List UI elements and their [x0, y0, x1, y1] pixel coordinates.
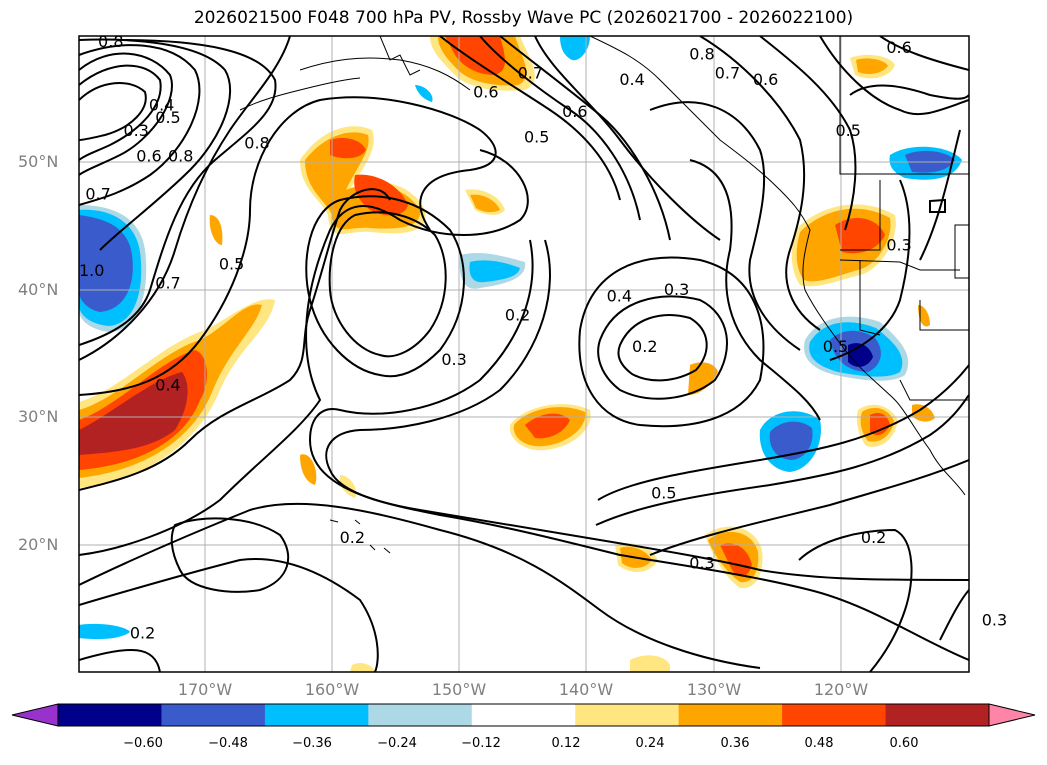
contour-label: 0.5: [219, 254, 244, 273]
colorbar-segment: [782, 704, 887, 726]
contour-label: 0.6: [473, 83, 498, 102]
contour-label: 0.2: [130, 623, 155, 642]
coastlines: [239, 36, 969, 554]
colorbar-frame: [57, 703, 990, 727]
colorbar-segment: [368, 704, 473, 726]
contour-label: 0.7: [715, 64, 740, 83]
contour-label: 0.8: [98, 32, 123, 51]
colorbar-tick: 0.36: [720, 736, 750, 751]
colorbar-tick: −0.60: [123, 736, 163, 751]
colorbar-tick: −0.12: [461, 736, 501, 751]
anomaly-negative-west: [79, 205, 147, 332]
lon-label-120w: 120°W: [813, 680, 869, 699]
contour-label: 0.5: [155, 108, 180, 127]
map-title: 2026021500 F048 700 hPa PV, Rossby Wave …: [193, 8, 854, 28]
contour-label: 0.4: [149, 95, 174, 114]
contour-label: 0.7: [85, 185, 110, 204]
colorbar: [11, 703, 1036, 727]
contour-label: 0.6: [753, 70, 778, 89]
lon-label-130w: 130°W: [686, 680, 742, 699]
lon-label-140w: 140°W: [558, 680, 614, 699]
contour-label: 0.3: [123, 121, 148, 140]
lat-label-30n: 30°N: [18, 407, 59, 426]
anomaly-positive-top-center: [430, 36, 535, 91]
colorbar-segment: [678, 704, 783, 726]
contour-label: 0.2: [340, 528, 365, 547]
contour-label: 0.5: [835, 121, 860, 140]
anomaly-positive-west: [79, 299, 275, 488]
contour-label: 0.7: [155, 274, 180, 293]
lat-label-50n: 50°N: [18, 152, 59, 171]
colorbar-segment: [575, 704, 680, 726]
anomaly-negative-northeast: [889, 146, 962, 180]
contour-label: 0.6: [136, 146, 161, 165]
contour-label: 0.3: [982, 611, 1007, 630]
anomaly-positive-north-central: [300, 126, 505, 235]
contour-label: 0.2: [861, 528, 886, 547]
contour-label: 0.4: [607, 286, 632, 305]
lon-label-150w: 150°W: [431, 680, 487, 699]
contour-label: 0.5: [651, 483, 676, 502]
contour-label: 0.3: [886, 235, 911, 254]
colorbar-tick: −0.36: [292, 736, 332, 751]
contour-label: 0.5: [823, 337, 848, 356]
pv-anomaly-fill: [79, 36, 962, 672]
contour-label: 1.0: [79, 261, 104, 280]
contour-label: 0.3: [664, 280, 689, 299]
contour-label: 0.6: [562, 102, 587, 121]
colorbar-segment: [58, 704, 162, 726]
pv-contours: [79, 36, 969, 672]
contour-labels: 0.80.30.40.50.6 0.80.71.00.70.50.80.60.70…: [79, 32, 1007, 642]
lon-label-170w: 170°W: [177, 680, 233, 699]
colorbar-segment: [471, 704, 576, 726]
colorbar-tick: 0.24: [635, 736, 665, 751]
contour-label: 0.3: [441, 350, 466, 369]
colorbar-tick: −0.48: [208, 736, 248, 751]
colorbar-tick: −0.24: [377, 736, 417, 751]
contour-label: 0.7: [518, 64, 543, 83]
contour-label: 0.5: [524, 127, 549, 146]
colorbar-segment: [161, 704, 266, 726]
colorbar-tick: 0.60: [889, 736, 919, 751]
lon-label-160w: 160°W: [304, 680, 360, 699]
anomaly-positive-northeast: [791, 54, 896, 287]
map-frame: [78, 35, 970, 673]
contour-label: 0.2: [505, 305, 530, 324]
lat-label-20n: 20°N: [18, 535, 59, 554]
colorbar-arrow-left: [11, 703, 59, 727]
colorbar-segment: [885, 704, 990, 726]
contour-label: 0.8: [168, 146, 193, 165]
contour-label: 0.4: [155, 375, 180, 394]
anomaly-negative-right: [759, 411, 821, 472]
colorbar-arrow-right: [988, 703, 1036, 727]
contour-label: 0.8: [689, 45, 714, 64]
colorbar-segment: [264, 704, 369, 726]
anomaly-positive-south: [350, 526, 763, 672]
colorbar-tick: 0.48: [804, 736, 834, 751]
contour-label: 0.3: [689, 553, 714, 572]
anomaly-positive-center: [509, 404, 591, 451]
contour-label: 0.6: [886, 38, 911, 57]
contour-label: 0.2: [632, 337, 657, 356]
anomaly-negative-top: [560, 36, 590, 61]
contour-label: 0.8: [244, 134, 269, 153]
colorbar-tick: 0.12: [551, 736, 581, 751]
contour-label: 0.4: [619, 70, 644, 89]
lat-label-40n: 40°N: [18, 280, 59, 299]
